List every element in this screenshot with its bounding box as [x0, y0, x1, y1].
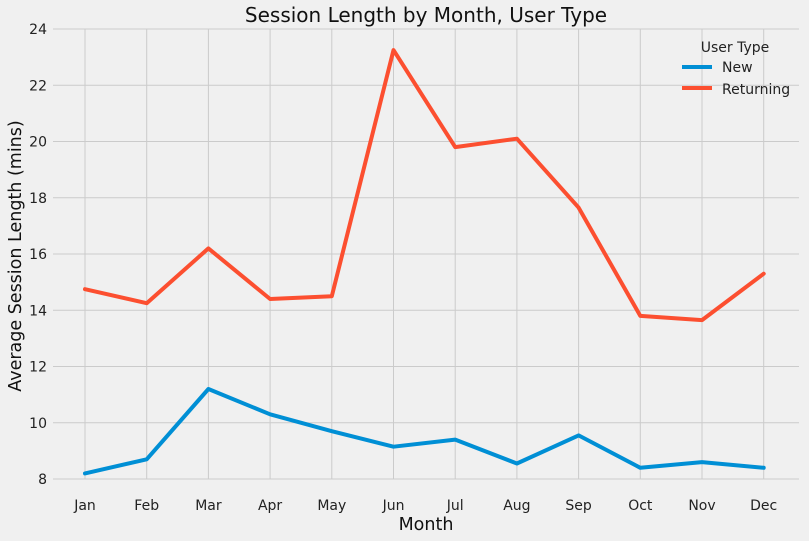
- legend: User Type New Returning: [682, 40, 790, 98]
- y-tick-label: 14: [29, 303, 47, 319]
- series-line-new: [83, 387, 766, 476]
- x-tick-label: Aug: [503, 498, 530, 514]
- y-tick-label: 18: [29, 191, 47, 207]
- x-axis-title: Month: [399, 515, 454, 535]
- y-tick-label: 10: [29, 416, 47, 432]
- x-tick-label: Nov: [688, 498, 715, 514]
- chart-title: Session Length by Month, User Type: [245, 3, 607, 27]
- legend-label-returning: Returning: [722, 82, 790, 98]
- x-tick-label: May: [317, 498, 346, 514]
- x-tick-label: Jan: [73, 498, 96, 514]
- grid: [53, 28, 799, 480]
- y-tick-label: 20: [29, 135, 47, 151]
- x-axis-ticks: Jan Feb Mar Apr May Jun Jul Aug Sep Oct Nov Dec: [73, 498, 777, 514]
- y-tick-label: 24: [29, 22, 47, 38]
- x-tick-label: Mar: [195, 498, 222, 514]
- legend-label-new: New: [722, 60, 753, 76]
- y-tick-label: 8: [38, 472, 47, 488]
- y-tick-label: 12: [29, 360, 47, 376]
- y-tick-label: 22: [29, 78, 47, 94]
- x-tick-label: Jun: [382, 498, 405, 514]
- x-tick-label: Apr: [258, 498, 282, 514]
- x-tick-label: Sep: [565, 498, 592, 514]
- x-tick-label: Jul: [446, 498, 464, 514]
- y-axis-title: Average Session Length (mins): [6, 120, 26, 391]
- x-tick-label: Dec: [750, 498, 777, 514]
- x-tick-label: Feb: [134, 498, 159, 514]
- y-axis-ticks: 8 10 12 14 16 18 20 22 24: [29, 22, 47, 488]
- y-tick-label: 16: [29, 247, 47, 263]
- legend-title: User Type: [701, 40, 770, 56]
- series-line-returning: [83, 48, 766, 323]
- x-tick-label: Oct: [628, 498, 653, 514]
- series-lines: [83, 48, 766, 476]
